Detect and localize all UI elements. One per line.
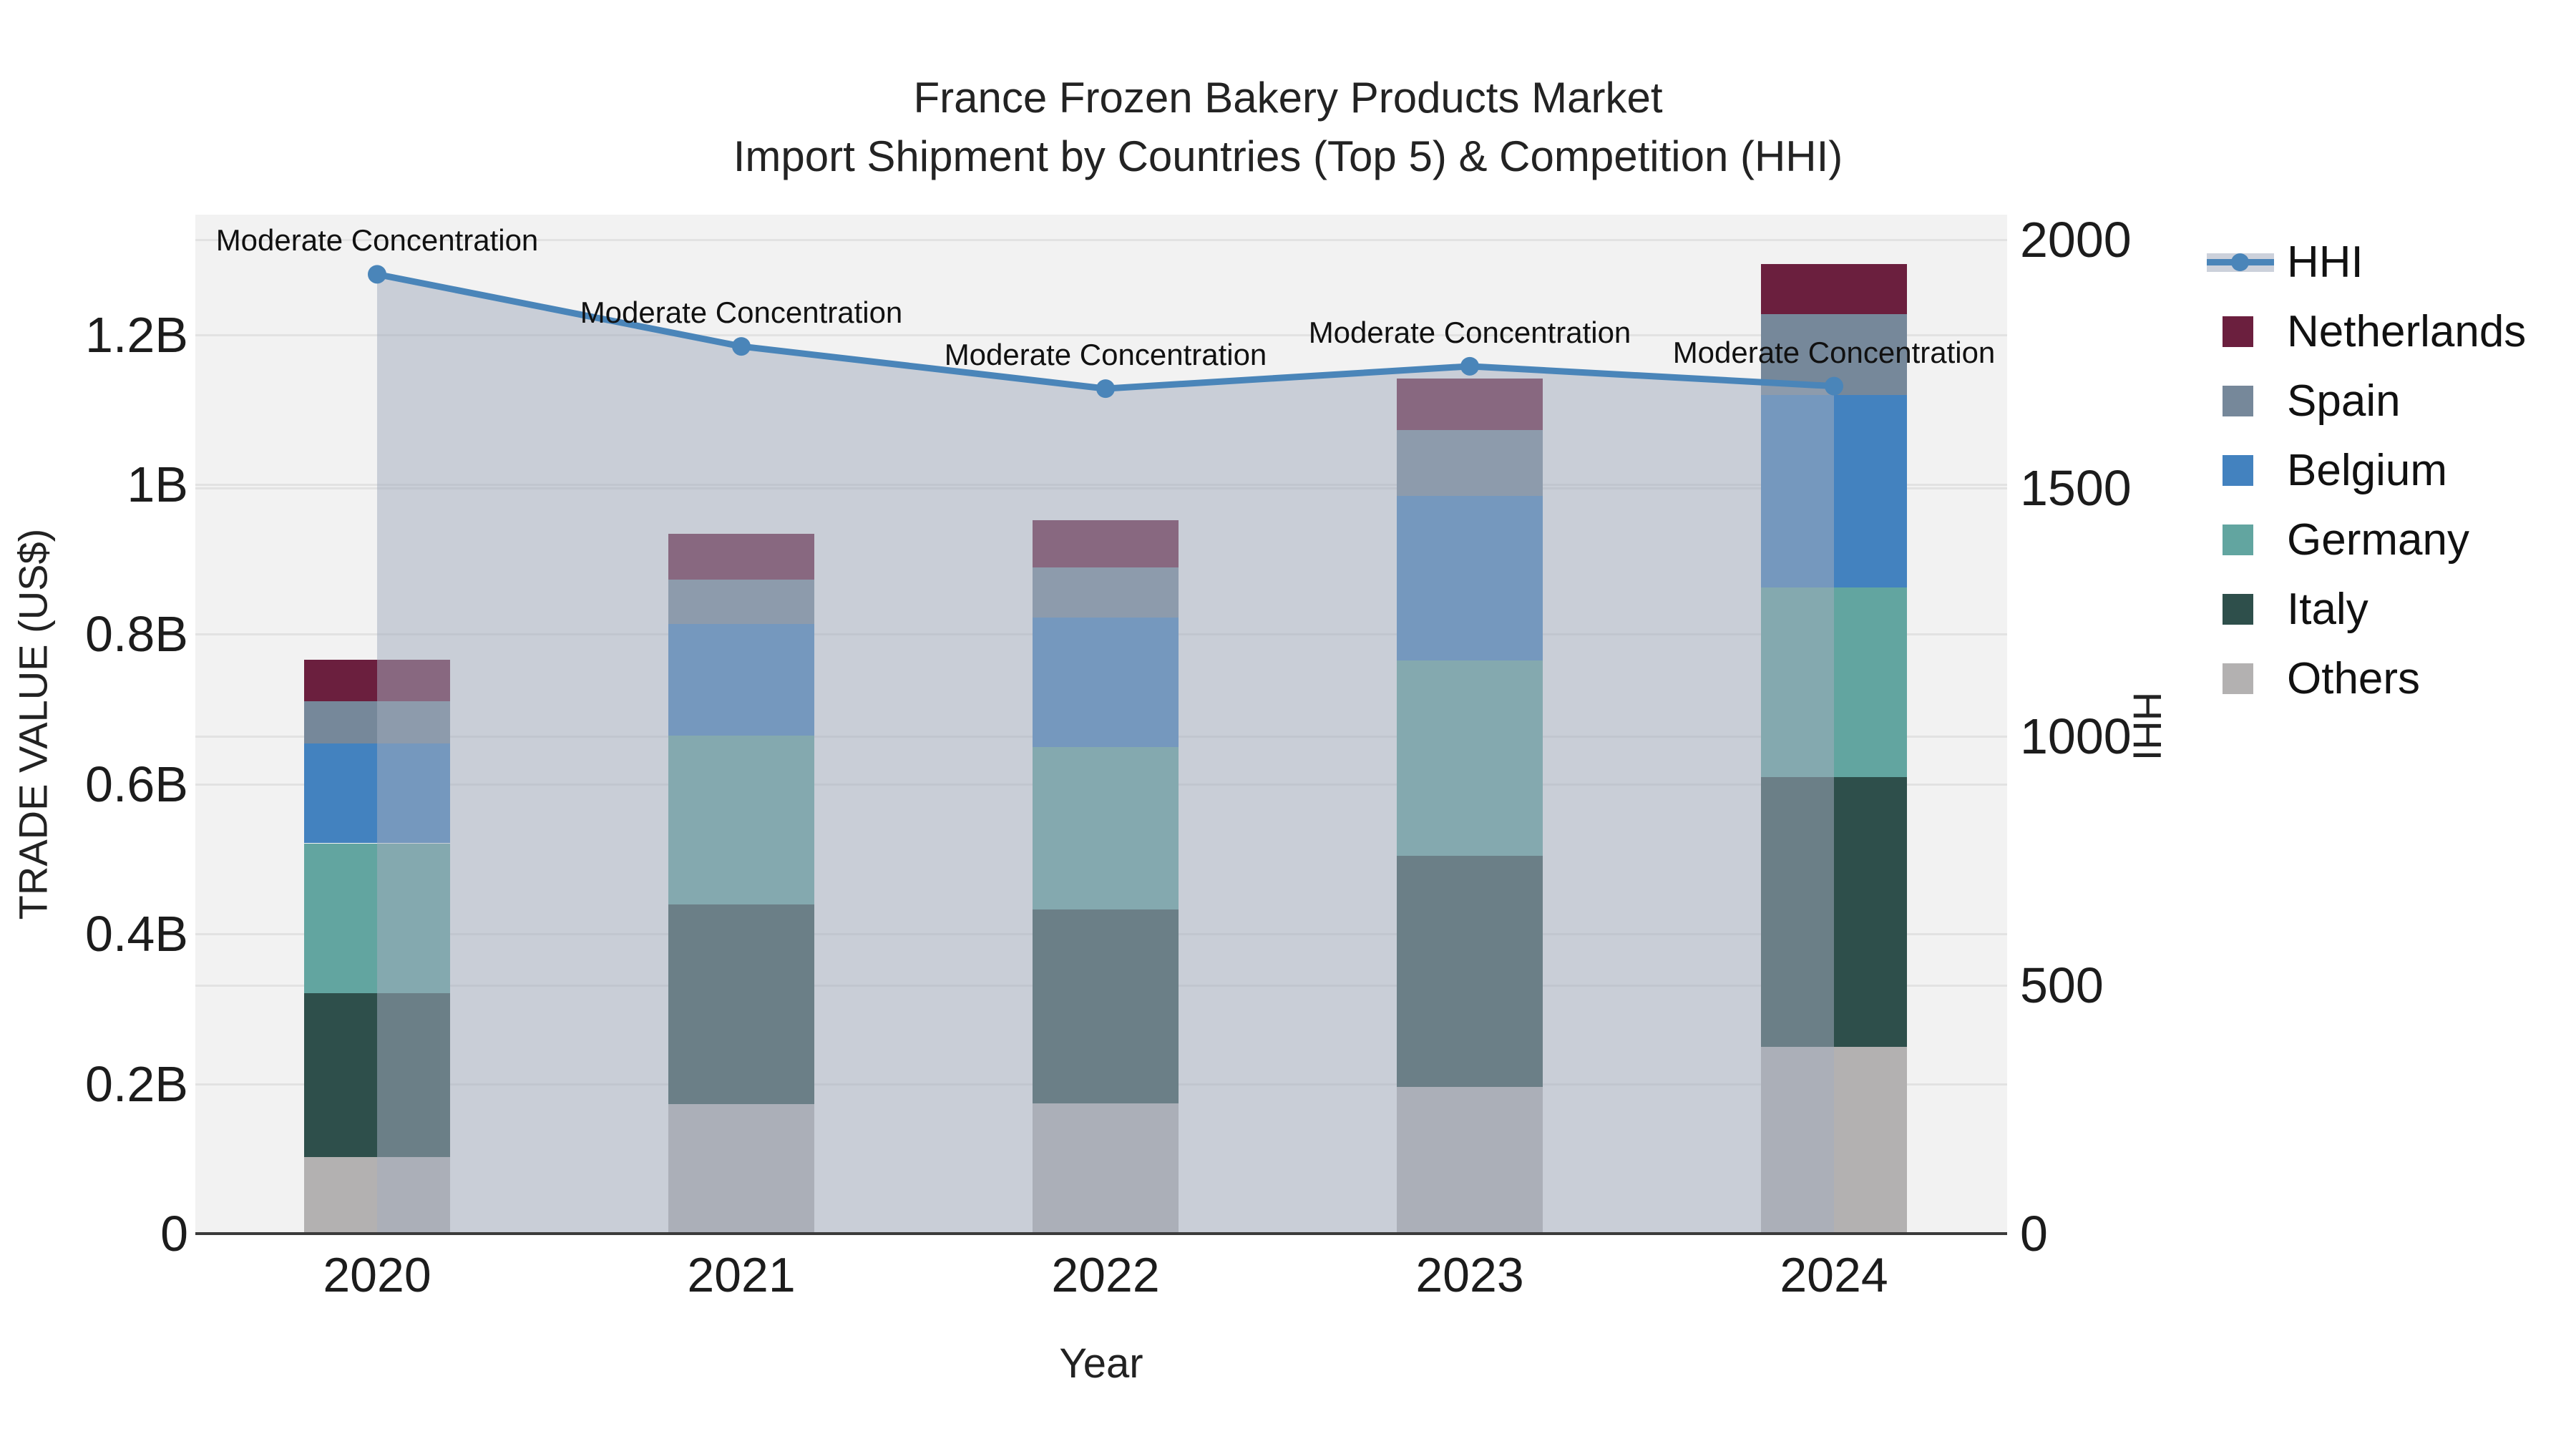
- legend-swatch-italy: [2204, 575, 2275, 644]
- hhi-marker-2020[interactable]: [368, 265, 386, 284]
- x-tick-2021: 2021: [687, 1248, 796, 1302]
- hhi-marker-2024[interactable]: [1825, 376, 1843, 396]
- legend-item-spain[interactable]: Spain: [2204, 366, 2526, 436]
- legend-hhi-marker-sample: [2231, 253, 2249, 271]
- x-axis-title: Year: [1059, 1340, 1143, 1387]
- chart-title-line2: Import Shipment by Countries (Top 5) & C…: [733, 132, 1843, 180]
- legend-item-netherlands[interactable]: Netherlands: [2204, 297, 2526, 366]
- x-tick-2024: 2024: [1780, 1248, 1888, 1302]
- y-right-tick-500: 500: [2020, 957, 2104, 1013]
- legend-swatch-others: [2204, 644, 2275, 713]
- legend-swatch-netherlands: [2204, 297, 2275, 366]
- legend-swatch-germany: [2204, 505, 2275, 575]
- legend-color-square: [2223, 455, 2253, 486]
- legend-color-square: [2223, 316, 2253, 347]
- legend-color-square: [2223, 663, 2253, 694]
- annotation-2023: Moderate Concentration: [1308, 315, 1631, 349]
- legend-item-hhi[interactable]: HHI: [2204, 228, 2526, 297]
- y-right-tick-1000: 1000: [2020, 708, 2132, 765]
- legend-color-square: [2223, 594, 2253, 625]
- x-axis-line: [195, 1232, 2007, 1235]
- gridline-left-1.2B: [195, 333, 2007, 336]
- legend-item-others[interactable]: Others: [2204, 644, 2526, 713]
- bar-2024-netherlands[interactable]: [1761, 264, 1907, 315]
- y-axis-left-title: TRADE VALUE (US$): [10, 528, 56, 920]
- legend-label-spain: Spain: [2287, 376, 2401, 426]
- y-left-tick-1B: 1B: [127, 456, 188, 512]
- legend-item-belgium[interactable]: Belgium: [2204, 436, 2526, 505]
- chart-title-line1: France Frozen Bakery Products Market: [913, 74, 1663, 122]
- annotation-2021: Moderate Concentration: [580, 296, 903, 330]
- legend-swatch-spain: [2204, 366, 2275, 436]
- legend: HHI Netherlands Spain Belgium Germany Italy Ot…: [2204, 228, 2526, 713]
- hhi-marker-2023[interactable]: [1460, 356, 1479, 376]
- hhi-marker-2021[interactable]: [732, 337, 751, 356]
- legend-swatch-belgium: [2204, 436, 2275, 505]
- x-tick-2020: 2020: [323, 1248, 431, 1302]
- y-left-tick-1.2B: 1.2B: [85, 306, 188, 363]
- legend-swatch-hhi: [2204, 228, 2275, 297]
- y-right-tick-0: 0: [2020, 1206, 2048, 1262]
- hhi-area-fill: [377, 274, 1834, 1234]
- y-left-tick-0.4B: 0.4B: [85, 906, 188, 962]
- y-axis-right-title: HHI: [2124, 691, 2170, 761]
- legend-label-germany: Germany: [2287, 514, 2469, 565]
- legend-label-netherlands: Netherlands: [2287, 306, 2527, 356]
- x-tick-2023: 2023: [1415, 1248, 1524, 1302]
- annotation-2020: Moderate Concentration: [215, 223, 539, 258]
- y-left-tick-0.6B: 0.6B: [85, 756, 188, 812]
- y-left-tick-0.2B: 0.2B: [85, 1055, 188, 1112]
- y-left-tick-0.8B: 0.8B: [85, 606, 188, 663]
- x-tick-2022: 2022: [1051, 1248, 1160, 1302]
- chart-title: France Frozen Bakery Products Market Imp…: [0, 69, 2576, 186]
- annotation-2024: Moderate Concentration: [1672, 335, 1996, 369]
- gridline-right-2000: [195, 238, 2007, 241]
- y-right-tick-1500: 1500: [2020, 460, 2132, 517]
- hhi-marker-2022[interactable]: [1096, 379, 1115, 399]
- legend-label-others: Others: [2287, 653, 2421, 703]
- legend-label-italy: Italy: [2287, 584, 2368, 634]
- legend-label-hhi: HHI: [2287, 237, 2363, 287]
- y-left-tick-0: 0: [160, 1206, 188, 1262]
- legend-label-belgium: Belgium: [2287, 445, 2447, 495]
- legend-color-square: [2223, 386, 2253, 416]
- hhi-line-layer: [368, 265, 1843, 1234]
- legend-color-square: [2223, 525, 2253, 555]
- y-right-tick-2000: 2000: [2020, 211, 2132, 268]
- legend-item-germany[interactable]: Germany: [2204, 505, 2526, 575]
- legend-item-italy[interactable]: Italy: [2204, 575, 2526, 644]
- annotation-2022: Moderate Concentration: [944, 338, 1267, 372]
